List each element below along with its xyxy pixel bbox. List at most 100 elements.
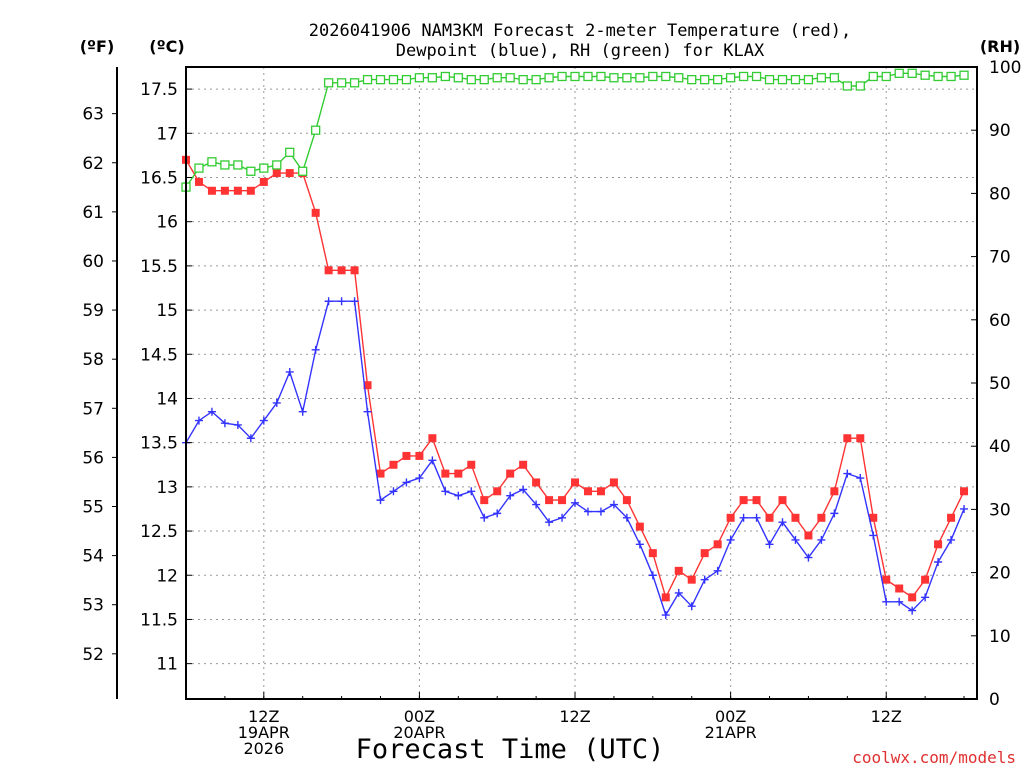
celsius-tick-label: 16 (156, 213, 178, 233)
rh-point (272, 160, 282, 170)
rh-point (661, 71, 671, 82)
rh-point (777, 74, 788, 85)
rh-point (648, 71, 658, 82)
dewpoint-point (817, 535, 826, 544)
rh-point (687, 74, 697, 85)
fahrenheit-tick-label: 63 (82, 105, 104, 125)
dewpoint-point (233, 420, 242, 429)
dewpoint-point (934, 557, 943, 566)
temperature-point (454, 469, 463, 478)
plot-frame (185, 66, 978, 700)
chart-title-line1: 2026041906 NAM3KM Forecast 2-meter Tempe… (309, 21, 851, 41)
rh-point (544, 73, 554, 83)
rh-point (570, 71, 580, 82)
rh-tick-label: 100 (989, 58, 1021, 78)
rh-point (946, 71, 956, 82)
rh-point (609, 73, 619, 83)
temperature-point (558, 496, 567, 505)
temperature-point (259, 177, 268, 186)
dewpoint-point (648, 571, 657, 580)
fahrenheit-tick-label: 60 (82, 252, 104, 272)
dewpoint-point (428, 456, 437, 465)
dewpoint-point (713, 566, 722, 575)
rh-point (194, 163, 204, 173)
dewpoint-point (311, 345, 320, 354)
time-tick-label: 19APR (238, 723, 290, 742)
dewpoint-point (752, 513, 761, 522)
temperature-point (246, 186, 255, 195)
dewpoint-point (467, 487, 476, 496)
rh-point (466, 74, 476, 85)
rh-point (855, 81, 865, 91)
rh-tick-label: 0 (989, 690, 1000, 710)
fahrenheit-tick-label: 57 (82, 399, 104, 419)
dewpoint-point (674, 588, 683, 597)
dewpoint-point (571, 498, 580, 507)
rh-point (842, 81, 852, 91)
credit-label: coolwx.com/models (852, 748, 1016, 767)
fahrenheit-tick-label: 54 (82, 547, 104, 567)
dewpoint-point (596, 507, 605, 516)
time-tick-label: 00Z (404, 707, 435, 726)
dewpoint-point (583, 507, 592, 516)
rh-point (388, 74, 399, 85)
dewpoint-point (298, 407, 307, 416)
dewpoint-point (272, 398, 281, 407)
temperature-point (843, 434, 852, 443)
temperature-point (337, 266, 346, 275)
temperature-point (726, 513, 735, 522)
rh-point (323, 78, 334, 88)
temperature-point (402, 451, 411, 460)
temperature-point (285, 169, 294, 178)
temperature-point (765, 513, 774, 522)
temperature-point (609, 478, 618, 487)
rh-point (816, 73, 827, 83)
temperature-point (960, 487, 969, 496)
temperature-line (185, 159, 965, 600)
fahrenheit-tick-label: 62 (82, 154, 104, 174)
temperature-point (324, 266, 333, 275)
celsius-unit-label: (ºC) (149, 37, 184, 56)
dewpoint-point (480, 513, 489, 522)
rh-point (557, 71, 567, 82)
rh-point (453, 73, 463, 83)
celsius-tick-label: 11 (156, 655, 178, 675)
rh-point (933, 71, 943, 82)
temperature-point (350, 266, 359, 275)
dewpoint-point (726, 535, 735, 544)
fahrenheit-tick-label: 52 (82, 645, 104, 665)
celsius-tick-label: 12 (156, 566, 178, 586)
dewpoint-point (843, 469, 852, 478)
temperature-point (467, 460, 476, 469)
dewpoint-point (778, 518, 787, 527)
temperature-point (947, 513, 956, 522)
temperature-point (830, 487, 839, 496)
fahrenheit-tick-label: 59 (82, 301, 104, 321)
rh-point (285, 147, 295, 157)
dewpoint-point (895, 597, 904, 606)
rh-point (959, 70, 969, 80)
temperature-point (233, 186, 242, 195)
dewpoint-point (402, 478, 411, 487)
dewpoint-point (246, 434, 255, 443)
temperature-point (506, 469, 515, 478)
dewpoint-point (609, 500, 618, 509)
dewpoint-point (285, 367, 294, 376)
temperature-point (856, 434, 865, 443)
temperature-point (532, 478, 541, 487)
rh-point (220, 160, 230, 170)
rh-point (259, 163, 269, 173)
temperature-point (778, 496, 787, 505)
fahrenheit-tick-label: 56 (82, 448, 104, 468)
dewpoint-point (921, 593, 930, 602)
rh-point (713, 74, 723, 85)
temperature-point (791, 513, 800, 522)
temperature-point (583, 487, 592, 496)
rh-point (440, 71, 450, 82)
rh-point (401, 74, 412, 85)
celsius-tick-label: 12.5 (140, 522, 178, 542)
dewpoint-point (324, 297, 333, 306)
fahrenheit-unit-label: (ºF) (80, 37, 115, 56)
rh-tick-label: 40 (989, 437, 1011, 457)
dewpoint-point (441, 487, 450, 496)
